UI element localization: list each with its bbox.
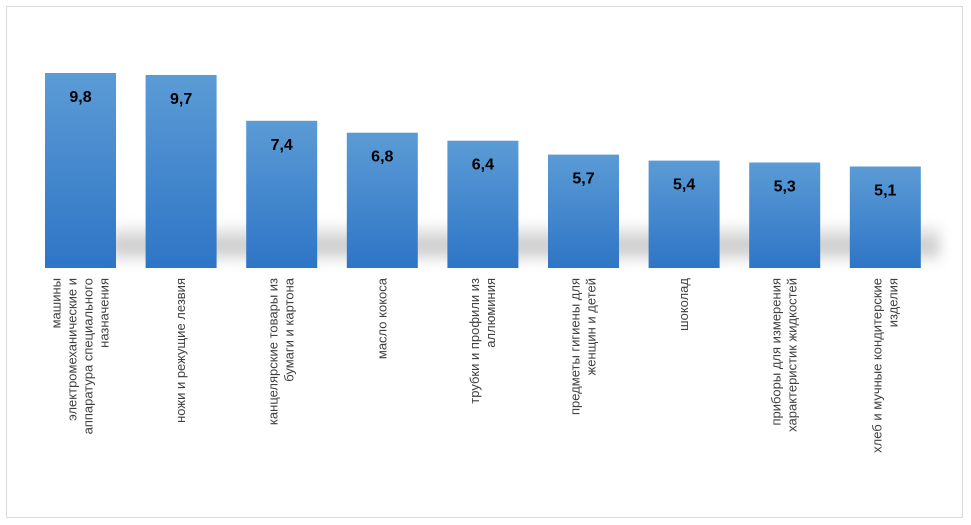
value-label-3: 7,4: [271, 137, 293, 154]
value-label-6: 5,7: [572, 171, 594, 188]
value-labels-group: 9,8 9,7 7,4 6,8 6,4 5,7 5,4 5,3 5,1: [69, 89, 896, 200]
bar-6: [548, 154, 619, 268]
value-label-4: 6,8: [371, 149, 393, 166]
category-label-2: ножи и режущие лезвия: [173, 278, 188, 423]
value-label-2: 9,7: [170, 91, 192, 108]
bar-3: [246, 120, 318, 268]
category-label-4: масло кокоса: [374, 277, 389, 359]
category-label-line: бумаги и картона: [282, 277, 297, 382]
value-label-5: 6,4: [472, 157, 494, 174]
category-label-line: аппаратура специального: [81, 278, 96, 434]
value-label-7: 5,4: [673, 177, 695, 194]
bar-1: [45, 73, 116, 268]
bar-2: [145, 75, 217, 268]
category-label-8: приборы для измеренияхарактеристик жидко…: [769, 278, 800, 432]
category-label-line: машины: [49, 278, 64, 328]
category-label-line: масло кокоса: [374, 277, 389, 359]
category-label-6: предметы гигиены дляженщин и детей: [568, 278, 599, 415]
category-label-line: женщин и детей: [584, 278, 599, 375]
bar-8: [749, 162, 821, 268]
category-label-line: назначения: [97, 278, 112, 348]
category-label-line: приборы для измерения: [769, 278, 784, 426]
value-label-1: 9,8: [69, 89, 91, 106]
value-label-9: 5,1: [874, 183, 896, 200]
category-label-line: канцелярские товары из: [266, 278, 281, 425]
bar-9: [849, 166, 921, 268]
category-label-line: шоколад: [676, 278, 691, 331]
category-label-line: характеристик жидкостей: [785, 278, 800, 432]
category-label-line: изделия: [885, 278, 900, 327]
bar-4: [346, 132, 418, 268]
category-label-7: шоколад: [676, 278, 691, 331]
bar-5: [447, 140, 519, 268]
category-label-line: ножи и режущие лезвия: [173, 278, 188, 423]
bar-7: [648, 160, 720, 268]
category-labels-group: машиныэлектромеханические иаппаратура сп…: [49, 277, 901, 453]
category-label-1: машиныэлектромеханические иаппаратура сп…: [49, 278, 112, 434]
category-label-line: трубки и профили из: [467, 278, 482, 404]
bars-group: [45, 73, 921, 268]
category-label-9: хлеб и мучные кондитерскиеизделия: [869, 278, 900, 453]
value-label-8: 5,3: [774, 179, 796, 196]
category-label-line: аллюминия: [483, 278, 498, 348]
category-label-line: электромеханические и: [65, 278, 80, 421]
category-label-3: канцелярские товары избумаги и картона: [266, 277, 297, 425]
category-label-line: предметы гигиены для: [568, 278, 583, 415]
category-label-line: хлеб и мучные кондитерские: [869, 278, 884, 453]
category-label-5: трубки и профили изаллюминия: [467, 278, 498, 404]
